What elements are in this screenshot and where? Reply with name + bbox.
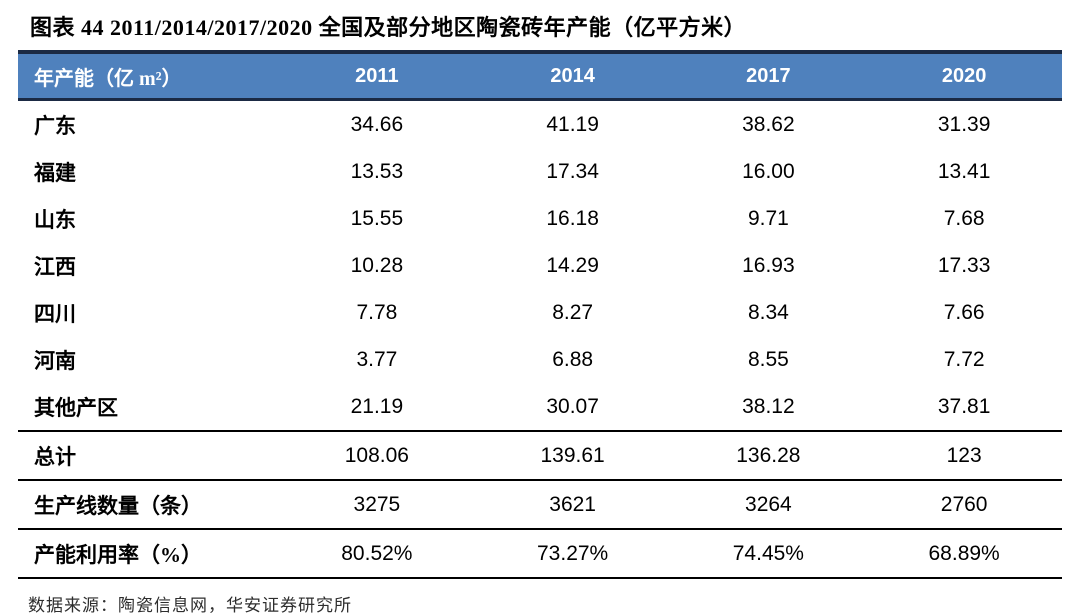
cell-value: 16.00: [742, 159, 795, 183]
cell-value: 6.88: [552, 347, 594, 371]
row-label: 江西: [34, 254, 76, 279]
cell-value: 38.62: [742, 112, 795, 136]
cell-value: 9.71: [747, 206, 789, 230]
header-year-2014: 2014: [474, 50, 671, 101]
cell-value: 17.34: [546, 159, 599, 183]
row-label: 广东: [34, 113, 76, 138]
row-label: 生产线数量（条）: [18, 479, 279, 529]
table-row-production-lines: 生产线数量（条） 3275 3621 3264 2760: [18, 479, 1062, 529]
cell-value: 3.77: [356, 347, 398, 371]
cell-value: 80.52%: [279, 528, 475, 579]
cell-value: 7.66: [943, 300, 985, 324]
row-label: 总计: [18, 430, 279, 480]
header-metric-label: 年产能（亿 m²）: [18, 50, 279, 101]
cell-value: 108.06: [279, 430, 475, 480]
row-label: 其他产区: [34, 395, 118, 420]
row-label: 产能利用率（%）: [18, 528, 279, 579]
cell-value: 8.55: [747, 347, 789, 371]
cell-value: 139.61: [474, 430, 671, 480]
header-year-2020: 2020: [866, 50, 1062, 101]
cell-value: 3264: [670, 479, 867, 529]
cell-value: 14.29: [546, 253, 599, 277]
cell-value: 2760: [866, 479, 1062, 529]
row-label: 河南: [34, 348, 76, 373]
cell-value: 31.39: [937, 112, 991, 136]
cell-value: 8.34: [747, 300, 789, 324]
table-row-jiangxi: 江西 10.28 14.29 16.93 17.33: [18, 242, 1062, 289]
cell-value: 37.81: [937, 394, 991, 418]
cell-value: 16.18: [546, 206, 599, 230]
cell-value: 73.27%: [474, 528, 671, 579]
row-label: 四川: [34, 301, 76, 326]
table-header-row: 年产能（亿 m²） 2011 2014 2017 2020: [18, 50, 1062, 101]
cell-value: 123: [866, 430, 1062, 480]
cell-value: 136.28: [670, 430, 867, 480]
cell-value: 13.41: [937, 159, 991, 183]
table-row-fujian: 福建 13.53 17.34 16.00 13.41: [18, 148, 1062, 195]
header-year-2017: 2017: [670, 50, 867, 101]
cell-value: 21.19: [350, 394, 404, 418]
cell-value: 68.89%: [866, 528, 1062, 579]
cell-value: 7.72: [943, 347, 985, 371]
capacity-table: 年产能（亿 m²） 2011 2014 2017 2020 广东 34.66 4…: [18, 50, 1062, 579]
cell-value: 41.19: [546, 112, 599, 136]
cell-value: 17.33: [937, 253, 991, 277]
cell-value: 3275: [279, 479, 475, 529]
cell-value: 7.68: [943, 206, 985, 230]
table-row-other-regions: 其他产区 21.19 30.07 38.12 37.81: [18, 383, 1062, 431]
cell-value: 7.78: [356, 300, 398, 324]
cell-value: 8.27: [552, 300, 594, 324]
table-row-guangdong: 广东 34.66 41.19 38.62 31.39: [18, 100, 1062, 149]
cell-value: 38.12: [742, 394, 795, 418]
figure-container: 图表 44 2011/2014/2017/2020 全国及部分地区陶瓷砖年产能（…: [18, 15, 1062, 615]
cell-value: 10.28: [350, 253, 404, 277]
cell-value: 30.07: [546, 394, 599, 418]
cell-value: 13.53: [350, 159, 404, 183]
cell-value: 74.45%: [670, 528, 867, 579]
cell-value: 3621: [474, 479, 671, 529]
figure-title: 图表 44 2011/2014/2017/2020 全国及部分地区陶瓷砖年产能（…: [30, 15, 747, 40]
row-label: 山东: [34, 207, 76, 232]
data-source: 数据来源：陶瓷信息网，华安证券研究所: [28, 596, 352, 615]
row-label: 福建: [34, 160, 76, 185]
table-row-sichuan: 四川 7.78 8.27 8.34 7.66: [18, 289, 1062, 336]
header-year-2011: 2011: [279, 50, 475, 101]
cell-value: 15.55: [350, 206, 404, 230]
table-row-capacity-utilization: 产能利用率（%） 80.52% 73.27% 74.45% 68.89%: [18, 528, 1062, 579]
table-row-shandong: 山东 15.55 16.18 9.71 7.68: [18, 195, 1062, 242]
table-row-total: 总计 108.06 139.61 136.28 123: [18, 430, 1062, 480]
table-row-henan: 河南 3.77 6.88 8.55 7.72: [18, 336, 1062, 383]
cell-value: 16.93: [742, 253, 795, 277]
cell-value: 34.66: [350, 112, 404, 136]
